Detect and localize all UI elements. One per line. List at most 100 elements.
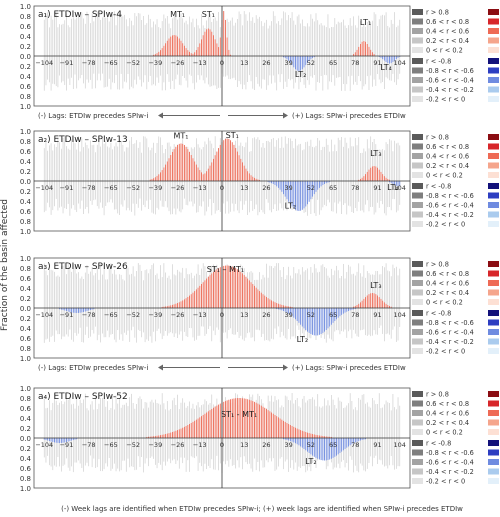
y-tick-label: 0.8 [20,265,31,273]
y-tick-label: 0.8 [20,218,31,226]
phase-annotation: LT₃ [370,149,381,158]
x-tick-label: −52 [126,441,140,449]
y-tick-label: 1.0 [20,385,31,393]
legend-label-neg: -0.2 < r < 0 [426,478,465,486]
x-tick-label: −104 [35,184,53,192]
legend-swatch-gray [412,478,423,484]
x-tick-label: 78 [351,311,359,319]
legend-swatch-pos [488,162,499,169]
legend-label-pos: 0 < r < 0.2 [426,47,463,55]
legend-swatch-pos [488,172,499,178]
legend-label-pos: 0.4 < r < 0.6 [426,28,469,36]
phase-annotation: ST₁ - MT₁ [221,410,257,419]
legend-swatch-neg [488,183,499,189]
legend-swatch-gray [412,440,423,446]
phase-annotation: LT₂ [295,70,306,79]
x-tick-label: 39 [285,441,293,449]
legend-swatch-neg [488,221,499,227]
legend-swatch-gray [412,468,423,475]
y-tick-label: 0.4 [20,325,32,333]
legend-label-neg: -0.4 < r < -0.2 [426,211,474,219]
x-tick-label: 0 [220,311,224,319]
x-tick-label: −91 [60,184,74,192]
x-tick-label: −52 [126,311,140,319]
x-tick-label: −26 [171,441,185,449]
chart-panel-4: 1.0 0.8 0.6 0.4 0.2 0.0 0.2 0.4 0.6 0.8 1.0 −104 −91… [20,385,499,493]
y-tick-label: 1.0 [20,3,31,11]
x-tick-label: 91 [373,441,381,449]
legend-label-pos: r > 0.8 [426,134,449,142]
phase-annotation: LT₄ [387,183,398,192]
x-tick-label: 26 [262,441,270,449]
phase-annotation: ST₁ [202,10,215,19]
legend-swatch-pos [488,419,499,426]
x-tick-label: −65 [104,59,118,67]
x-tick-label: 104 [394,311,406,319]
legend-swatch-pos [488,18,499,25]
legend-label-pos: r > 0.8 [426,261,449,269]
y-tick-label: 0.6 [20,275,32,283]
chart-panel-2: 1.0 0.8 0.6 0.4 0.2 0.0 0.2 0.4 0.6 0.8 1.0 −104 −91… [20,128,499,236]
legend-label-neg: -0.2 < r < 0 [426,348,465,356]
y-tick-label: 0.8 [20,475,31,483]
legend-label-pos: 0.2 < r < 0.4 [426,419,469,427]
legend-swatch-gray [412,449,423,456]
panel-title: a₄) ETDIw – SPIw-52 [38,392,128,402]
legend-label-neg: -0.6 < r < -0.4 [426,202,474,210]
chart-panel-1: 1.0 0.8 0.6 0.4 0.2 0.0 0.2 0.4 0.6 0.8 1.0 −104 −91… [20,3,499,120]
x-tick-label: −52 [126,184,140,192]
x-tick-label: −39 [148,311,162,319]
phase-annotation: ST₁ – MT₁ [207,265,244,274]
legend-swatch-pos [488,37,499,44]
legend-swatch-pos [488,143,499,150]
legend-swatch-pos [488,410,499,416]
legend-label-pos: r > 0.8 [426,9,449,17]
y-tick-label: 0.4 [20,158,32,166]
y-tick-label: 1.0 [20,485,31,493]
legend-swatch-pos [488,134,499,140]
legend-swatch-pos [488,280,499,286]
x-tick-label: 65 [329,311,337,319]
legend-swatch-pos [488,270,499,277]
legend-label-neg: r < -0.8 [426,310,451,318]
legend: r > 0.80.6 < r < 0.8 0.4 < r < 0.60.2 < r… [412,134,499,229]
y-tick-label: 0.8 [20,395,31,403]
y-tick-label: 0.2 [20,188,31,196]
x-tick-label: 0 [220,59,224,67]
x-tick-label: 65 [329,184,337,192]
x-tick-label: −13 [193,184,207,192]
x-tick-label: −26 [171,59,185,67]
x-tick-label: 78 [351,59,359,67]
lag-note-right: (+) Lags: SPIw-i precedes ETDIw [292,112,406,120]
y-tick-label: 0.6 [20,465,32,473]
legend-swatch-gray [412,143,423,150]
legend-swatch-gray [412,183,423,189]
legend-label-pos: 0.4 < r < 0.6 [426,153,469,161]
y-tick-label: 0.2 [20,445,31,453]
x-tick-label: 78 [351,184,359,192]
legend-label-pos: 0.6 < r < 0.8 [426,18,469,26]
x-tick-label: −39 [148,441,162,449]
legend-swatch-neg [488,86,499,93]
legend-label-neg: -0.8 < r < -0.6 [426,319,474,327]
phase-annotation: LT₂ [297,335,308,344]
phase-annotation: LT₂ [305,457,316,466]
legend-label-pos: 0.4 < r < 0.6 [426,410,469,418]
y-tick-label: 1.0 [20,228,31,236]
legend-swatch-gray [412,400,423,407]
legend-swatch-gray [412,37,423,44]
legend-swatch-pos [488,400,499,407]
x-tick-label: −39 [148,184,162,192]
arrow-left-head [158,364,163,371]
legend-label-pos: 0.4 < r < 0.6 [426,280,469,288]
x-tick-label: −104 [35,441,53,449]
y-tick-label: 0.8 [20,138,31,146]
legend-swatch-neg [488,67,499,74]
legend-label-pos: 0 < r < 0.2 [426,172,463,180]
legend-swatch-neg [488,449,499,456]
legend-label-neg: r < -0.8 [426,183,451,191]
x-tick-label: 39 [285,59,293,67]
legend-swatch-pos [488,261,499,267]
y-tick-label: 0.0 [20,305,31,313]
y-tick-label: 0.2 [20,168,31,176]
